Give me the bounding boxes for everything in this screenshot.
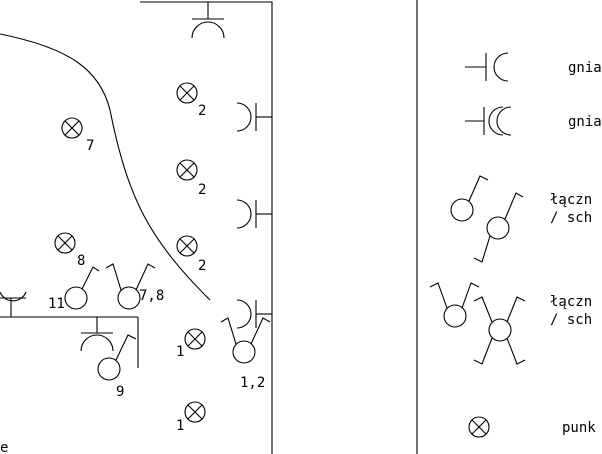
floor-plan: 7 8 2 2 2 1 1 11 7,8 9 1,2 e xyxy=(0,1,273,454)
socket-wall-3 xyxy=(236,299,272,329)
label-switch-11: 11 xyxy=(48,296,65,312)
label-light-2b: 2 xyxy=(198,182,206,198)
light-point-7 xyxy=(61,117,83,139)
label-light-2c: 2 xyxy=(198,258,206,274)
label-light-2a: 2 xyxy=(198,103,206,119)
switch-78 xyxy=(105,263,156,310)
wall-right xyxy=(140,1,273,454)
label-switch-12: 1,2 xyxy=(240,375,265,391)
label-switch-78: 7,8 xyxy=(139,288,164,304)
light-point-2a xyxy=(176,82,198,104)
legend-label-staircase-2: / sch xyxy=(550,312,592,328)
label-switch-9: 9 xyxy=(116,384,124,400)
socket-top xyxy=(191,2,225,39)
walls xyxy=(0,1,273,454)
switch-icon xyxy=(450,175,524,263)
legend-label-staircase-1: łączn xyxy=(550,294,592,310)
label-light-1a: 1 xyxy=(176,344,184,360)
switch-11 xyxy=(64,266,100,310)
label-light-1b: 1 xyxy=(176,418,184,434)
double-socket-icon xyxy=(465,106,512,136)
legend: gniaz gniaz łączn / sch xyxy=(416,0,602,454)
switch-12 xyxy=(220,317,271,364)
switch-9 xyxy=(97,334,137,381)
legend-label-switch-2: / sch xyxy=(550,210,592,226)
legend-label-switch-1: łączn xyxy=(550,192,592,208)
socket-left-edge xyxy=(0,291,27,317)
light-point-icon xyxy=(468,416,490,438)
legend-label-socket: gniaz xyxy=(568,60,602,76)
light-point-1a xyxy=(184,328,206,350)
socket-mid xyxy=(80,317,114,352)
label-light-7: 7 xyxy=(86,138,94,154)
light-point-1b xyxy=(184,401,206,423)
staircase-switch-icon xyxy=(429,282,526,365)
label-light-8: 8 xyxy=(77,253,85,269)
light-point-2c xyxy=(176,235,198,257)
label-corner: e xyxy=(0,440,8,454)
socket-wall-1 xyxy=(236,102,272,132)
light-point-2b xyxy=(176,159,198,181)
legend-label-light-point: punk xyxy=(562,420,596,436)
socket-wall-2 xyxy=(236,199,272,229)
curved-boundary xyxy=(0,33,211,301)
socket-icon xyxy=(465,52,509,82)
light-point-8 xyxy=(54,232,76,254)
legend-label-double-socket: gniaz xyxy=(568,114,602,130)
